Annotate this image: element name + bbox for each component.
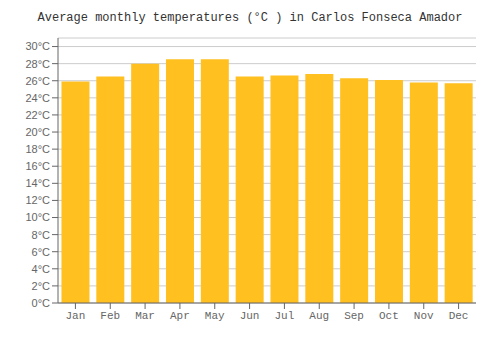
svg-text:Apr: Apr — [170, 310, 190, 322]
svg-text:0°C: 0°C — [32, 297, 51, 309]
svg-text:Oct: Oct — [379, 310, 399, 322]
svg-text:6°C: 6°C — [32, 246, 51, 258]
svg-text:8°C: 8°C — [32, 229, 51, 241]
svg-text:26°C: 26°C — [25, 75, 50, 87]
svg-text:Dec: Dec — [449, 310, 469, 322]
svg-text:Jun: Jun — [240, 310, 260, 322]
svg-text:Sep: Sep — [344, 310, 364, 322]
svg-text:28°C: 28°C — [25, 58, 50, 70]
svg-text:Feb: Feb — [100, 310, 120, 322]
svg-text:2°C: 2°C — [32, 280, 51, 292]
svg-text:30°C: 30°C — [25, 40, 50, 52]
svg-text:Mar: Mar — [135, 310, 155, 322]
svg-text:24°C: 24°C — [25, 92, 50, 104]
svg-text:May: May — [205, 310, 225, 322]
svg-text:Nov: Nov — [414, 310, 434, 322]
svg-text:22°C: 22°C — [25, 109, 50, 121]
svg-text:12°C: 12°C — [25, 194, 50, 206]
svg-text:18°C: 18°C — [25, 143, 50, 155]
svg-text:20°C: 20°C — [25, 126, 50, 138]
svg-text:Jul: Jul — [275, 310, 295, 322]
svg-text:4°C: 4°C — [32, 263, 51, 275]
svg-text:Aug: Aug — [309, 310, 329, 322]
svg-text:16°C: 16°C — [25, 160, 50, 172]
svg-text:14°C: 14°C — [25, 177, 50, 189]
svg-text:10°C: 10°C — [25, 211, 50, 223]
svg-text:Jan: Jan — [66, 310, 86, 322]
html-text:Average monthly temperatures (: Average monthly temperatures (°C ) in Ca… — [37, 11, 463, 25]
